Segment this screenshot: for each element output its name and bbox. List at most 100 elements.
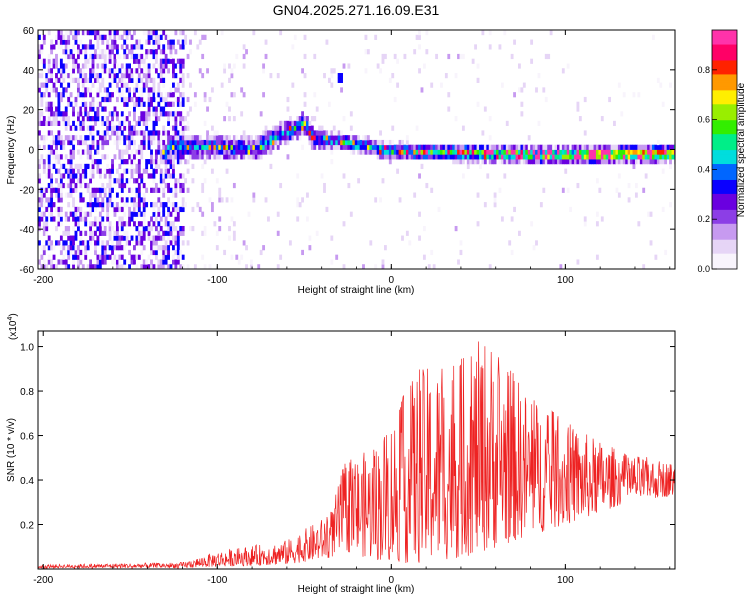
spectrogram-cell [50,120,54,126]
spectrogram-cell [240,87,244,93]
spectrogram-cell [96,264,100,269]
spectrogram-cell [164,216,168,222]
spectrogram-cell [583,149,587,155]
spectrogram-cell [152,211,156,217]
spectrogram-cell [191,135,195,141]
spectrogram-cell [76,221,80,227]
spectrogram-cell [62,182,66,189]
spectrogram-cell [330,82,334,88]
spectrogram-cell [172,125,175,131]
spectrogram-cell [201,254,205,260]
spectrogram-cell [603,149,607,155]
spectrogram-cell [634,182,638,189]
colorbar-cell [712,47,737,51]
spectrogram-cell [106,87,110,93]
spectrogram-cell [98,225,102,232]
spectrogram-cell [571,149,575,155]
spectrogram-cell [62,254,66,260]
spectrogram-cell [617,192,621,198]
spectrogram-cell [150,101,153,107]
spectrogram-cell [576,259,580,265]
spectrogram-cell [476,101,480,107]
spectrogram-cell [81,216,85,222]
spectrogram-cell [642,159,646,165]
spectrogram-cell [286,139,290,146]
spectrogram-cell [59,192,63,198]
spectrogram-cell [145,120,149,126]
spectrogram-cell [627,182,631,189]
spectrogram-cell [169,202,173,208]
spectrogram-cell [140,154,144,160]
colorbar-cell [712,245,737,248]
spectrogram-cell [515,149,519,155]
spectrogram-cell [293,135,297,141]
spectrogram-cell [76,120,80,126]
spectrogram-cell [86,163,90,170]
spectrogram-cell [342,135,346,141]
spectrogram-cell [211,139,214,146]
spectrogram-cell [111,73,114,79]
colorbar-cell [712,177,737,180]
spectrogram-cell [89,39,93,45]
spectrogram-cell [608,159,612,165]
spectrogram-cell [167,254,170,260]
spectrogram-cell [432,264,436,269]
spectrogram-cell [430,82,434,88]
spectrogram-cell [384,144,387,150]
spectrogram-cell [79,216,83,222]
spectrogram-cell [659,154,663,160]
spectrogram-cell [310,130,314,136]
spectrogram-cell [76,225,80,232]
spectrogram-cell [342,116,346,122]
spectrogram-cell [142,168,146,174]
spectrogram-cell [169,101,173,107]
spectrogram-cell [150,240,153,246]
spectrogram-cell [257,149,261,155]
spectrogram-cell [544,144,548,150]
spectrogram-cell [135,44,139,50]
spectrogram-cell [613,144,616,150]
colorbar-cell [712,259,737,262]
spectrogram-cell [174,235,178,241]
spectrogram-cell [215,144,219,150]
spectrogram-cell [96,163,100,170]
spectrogram-cell [654,159,658,165]
spectrogram-cell [228,106,231,112]
colorbar-cell [712,165,737,169]
spectrogram-cell [498,159,502,165]
spectrogram-cell [669,159,672,165]
spectrogram-cell [115,44,119,50]
spectrogram-cell [106,96,110,103]
colorbar-cell [712,35,737,39]
spectrogram-cell [67,235,71,241]
spectrogram-cell [203,34,207,40]
spectrogram-cell [174,182,178,189]
spectrogram-cell [84,111,88,117]
spectrogram-cell [106,130,110,136]
spectrogram-cell [76,106,80,112]
spectrogram-cell [410,149,414,155]
spectrogram-cell [259,249,263,256]
spectrogram-cell [145,125,149,131]
spectrogram-cell [652,34,655,40]
spectrogram-cell [181,77,185,83]
spectrogram-cell [179,30,183,36]
spectrogram-cell [330,235,334,241]
colorbar-cell [712,219,737,222]
spectrogram-cell [228,144,231,150]
spectrogram-cell [286,130,290,136]
spectrogram-cell [81,240,85,246]
spectrogram-cell [40,245,44,251]
spectrogram-cell [154,187,158,193]
spectrogram-cell [211,149,214,155]
spectrogram-cell [45,73,49,79]
spectrogram-cell [181,144,185,150]
spectrogram-cell [159,68,163,74]
spectrogram-cell [296,120,300,126]
spectrogram-cell [96,53,100,60]
spectrogram-cell [96,202,100,208]
spectrogram-cell [135,206,139,213]
spectrogram-cell [503,144,507,150]
spectrogram-cell [525,149,529,155]
spectrogram-cell [245,149,248,155]
